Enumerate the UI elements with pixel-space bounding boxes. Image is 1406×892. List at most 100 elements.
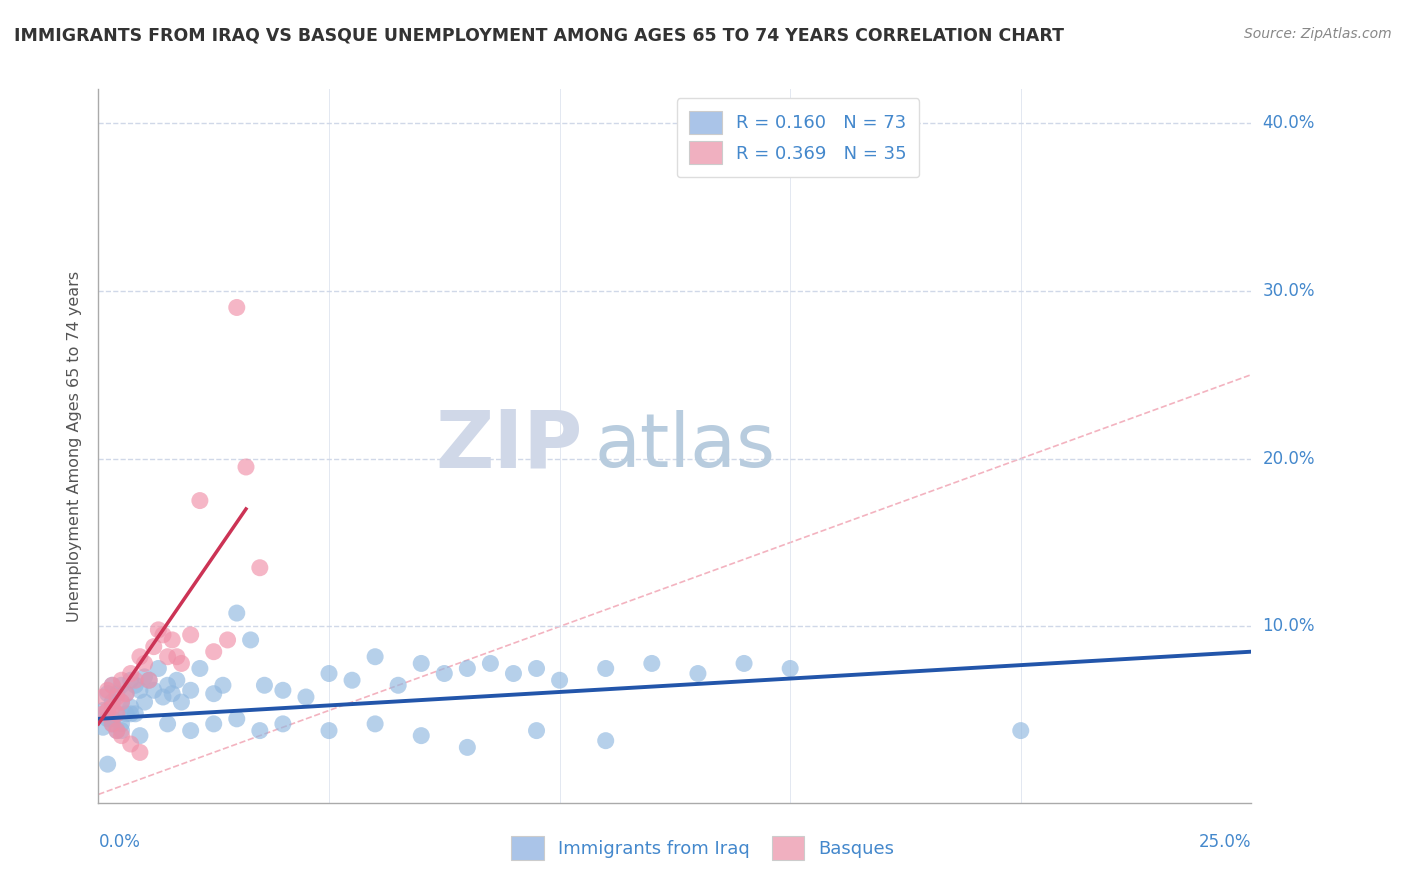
Y-axis label: Unemployment Among Ages 65 to 74 years: Unemployment Among Ages 65 to 74 years	[67, 270, 83, 622]
Point	[180, 628, 202, 642]
Point	[733, 657, 755, 671]
Legend: R = 0.160   N = 73, R = 0.369   N = 35: R = 0.160 N = 73, R = 0.369 N = 35	[676, 98, 920, 178]
Text: IMMIGRANTS FROM IRAQ VS BASQUE UNEMPLOYMENT AMONG AGES 65 TO 74 YEARS CORRELATIO: IMMIGRANTS FROM IRAQ VS BASQUE UNEMPLOYM…	[14, 27, 1064, 45]
Point	[101, 712, 124, 726]
Text: Source: ZipAtlas.com: Source: ZipAtlas.com	[1244, 27, 1392, 41]
Text: 30.0%: 30.0%	[1263, 282, 1315, 300]
Point	[225, 712, 247, 726]
Point	[156, 649, 179, 664]
Point	[110, 678, 132, 692]
Point	[110, 717, 132, 731]
Point	[148, 623, 170, 637]
Point	[115, 687, 138, 701]
Point	[148, 661, 170, 675]
Point	[97, 757, 120, 772]
Point	[134, 657, 156, 671]
Point	[101, 678, 124, 692]
Point	[526, 661, 548, 675]
Point	[97, 703, 120, 717]
Text: ZIP: ZIP	[436, 407, 582, 485]
Point	[120, 700, 142, 714]
Point	[138, 673, 160, 688]
Point	[105, 690, 128, 704]
Point	[110, 729, 132, 743]
Text: 10.0%: 10.0%	[1263, 617, 1315, 635]
Point	[225, 301, 247, 315]
Point	[411, 657, 433, 671]
Point	[91, 720, 114, 734]
Point	[110, 695, 132, 709]
Point	[142, 640, 165, 654]
Point	[91, 703, 114, 717]
Point	[134, 695, 156, 709]
Point	[120, 706, 142, 721]
Point	[235, 460, 257, 475]
Point	[364, 649, 387, 664]
Point	[105, 723, 128, 738]
Point	[142, 683, 165, 698]
Point	[295, 690, 318, 704]
Point	[202, 645, 225, 659]
Point	[138, 673, 160, 688]
Point	[456, 740, 478, 755]
Point	[548, 673, 571, 688]
Point	[105, 706, 128, 721]
Point	[456, 661, 478, 675]
Point	[166, 649, 188, 664]
Point	[249, 560, 271, 574]
Point	[271, 683, 294, 698]
Point	[120, 666, 142, 681]
Point	[387, 678, 409, 692]
Point	[166, 673, 188, 688]
Point	[110, 695, 132, 709]
Point	[1010, 723, 1032, 738]
Point	[318, 666, 340, 681]
Point	[156, 717, 179, 731]
Point	[97, 712, 120, 726]
Point	[97, 687, 120, 701]
Point	[253, 678, 276, 692]
Point	[160, 632, 183, 647]
Point	[129, 683, 152, 698]
Point	[502, 666, 524, 681]
Point	[105, 723, 128, 738]
Point	[217, 632, 239, 647]
Point	[340, 673, 363, 688]
Text: 20.0%: 20.0%	[1263, 450, 1315, 467]
Point	[101, 717, 124, 731]
Text: 25.0%: 25.0%	[1199, 833, 1251, 851]
Point	[124, 673, 146, 688]
Point	[170, 695, 193, 709]
Point	[134, 670, 156, 684]
Point	[479, 657, 502, 671]
Point	[115, 687, 138, 701]
Point	[91, 690, 114, 704]
Point	[124, 678, 146, 692]
Point	[101, 678, 124, 692]
Point	[779, 661, 801, 675]
Point	[641, 657, 664, 671]
Point	[160, 687, 183, 701]
Point	[188, 493, 211, 508]
Point	[249, 723, 271, 738]
Point	[180, 723, 202, 738]
Point	[120, 737, 142, 751]
Point	[595, 661, 617, 675]
Point	[110, 673, 132, 688]
Point	[105, 706, 128, 721]
Point	[202, 717, 225, 731]
Point	[156, 678, 179, 692]
Point	[101, 700, 124, 714]
Point	[318, 723, 340, 738]
Point	[595, 733, 617, 747]
Point	[180, 683, 202, 698]
Point	[152, 628, 174, 642]
Point	[271, 717, 294, 731]
Point	[101, 717, 124, 731]
Point	[686, 666, 709, 681]
Point	[105, 687, 128, 701]
Text: 40.0%: 40.0%	[1263, 114, 1315, 132]
Point	[129, 746, 152, 760]
Point	[364, 717, 387, 731]
Point	[101, 695, 124, 709]
